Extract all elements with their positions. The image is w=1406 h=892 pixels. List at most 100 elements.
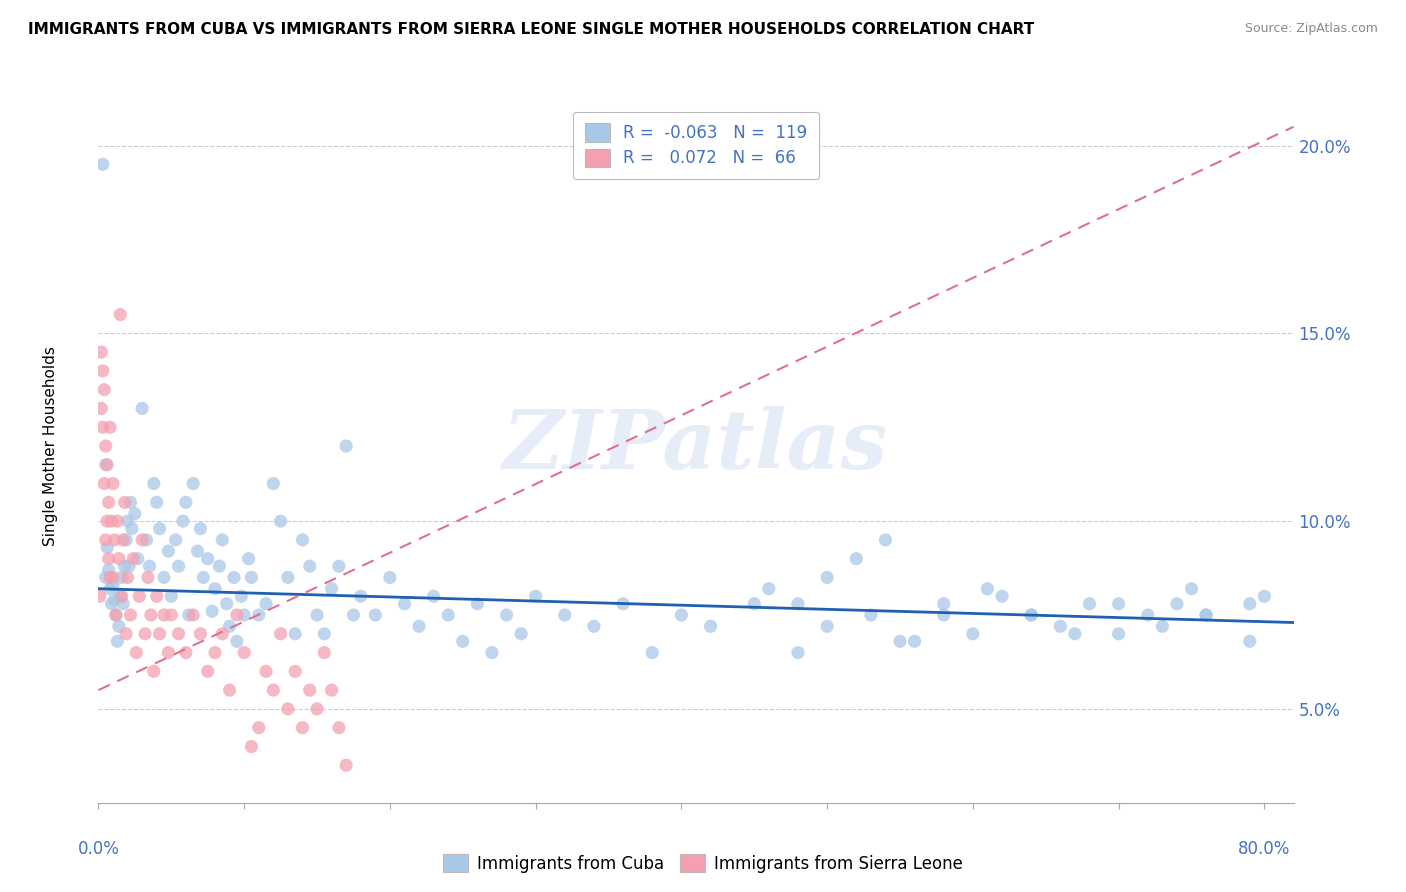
- Point: [94, 439, 117, 453]
- Point: [976, 582, 998, 596]
- Point: [284, 627, 307, 641]
- Point: [110, 589, 132, 603]
- Point: [254, 665, 277, 679]
- Point: [641, 646, 664, 660]
- Point: [103, 593, 125, 607]
- Point: [1253, 589, 1275, 603]
- Point: [101, 570, 124, 584]
- Point: [291, 533, 314, 547]
- Point: [204, 646, 226, 660]
- Point: [190, 522, 212, 536]
- Point: [136, 570, 159, 584]
- Point: [167, 627, 190, 641]
- Point: [321, 683, 343, 698]
- Point: [142, 665, 165, 679]
- Point: [117, 514, 139, 528]
- Point: [104, 607, 127, 622]
- Point: [1019, 607, 1042, 622]
- Point: [962, 627, 984, 641]
- Point: [671, 607, 693, 622]
- Point: [197, 665, 219, 679]
- Point: [328, 559, 350, 574]
- Point: [112, 597, 135, 611]
- Point: [524, 589, 547, 603]
- Point: [96, 541, 118, 555]
- Point: [135, 533, 157, 547]
- Point: [105, 514, 128, 528]
- Point: [181, 607, 204, 622]
- Text: 0.0%: 0.0%: [77, 840, 120, 858]
- Point: [437, 607, 460, 622]
- Point: [1166, 597, 1188, 611]
- Point: [115, 627, 138, 641]
- Point: [1136, 607, 1159, 622]
- Point: [101, 476, 124, 491]
- Point: [110, 308, 132, 322]
- Point: [364, 607, 387, 622]
- Point: [186, 544, 208, 558]
- Point: [481, 646, 503, 660]
- Point: [889, 634, 911, 648]
- Point: [97, 495, 120, 509]
- Point: [1108, 597, 1130, 611]
- Point: [845, 551, 868, 566]
- Point: [298, 559, 321, 574]
- Point: [394, 597, 416, 611]
- Point: [378, 570, 401, 584]
- Point: [153, 570, 176, 584]
- Point: [1180, 582, 1202, 596]
- Point: [96, 458, 118, 472]
- Point: [215, 597, 238, 611]
- Point: [101, 578, 124, 592]
- Point: [96, 514, 118, 528]
- Point: [222, 570, 245, 584]
- Point: [233, 646, 256, 660]
- Point: [262, 683, 284, 698]
- Point: [93, 383, 115, 397]
- Point: [98, 570, 121, 584]
- Point: [699, 619, 721, 633]
- Point: [124, 507, 146, 521]
- Point: [91, 157, 114, 171]
- Point: [138, 559, 160, 574]
- Point: [201, 604, 224, 618]
- Point: [451, 634, 474, 648]
- Point: [1108, 627, 1130, 641]
- Point: [859, 607, 882, 622]
- Point: [89, 589, 111, 603]
- Point: [90, 345, 112, 359]
- Point: [742, 597, 765, 611]
- Point: [94, 458, 117, 472]
- Point: [145, 495, 167, 509]
- Point: [149, 522, 172, 536]
- Point: [932, 597, 955, 611]
- Point: [91, 420, 114, 434]
- Point: [787, 646, 810, 660]
- Point: [104, 607, 127, 622]
- Point: [111, 570, 134, 584]
- Legend: R =  -0.063   N =  119, R =   0.072   N =  66: R = -0.063 N = 119, R = 0.072 N = 66: [574, 112, 818, 179]
- Point: [111, 589, 134, 603]
- Point: [815, 619, 838, 633]
- Point: [108, 619, 131, 633]
- Point: [208, 559, 231, 574]
- Point: [120, 495, 142, 509]
- Point: [122, 551, 145, 566]
- Point: [231, 589, 253, 603]
- Point: [1049, 619, 1071, 633]
- Point: [1239, 634, 1261, 648]
- Point: [270, 514, 292, 528]
- Point: [262, 476, 284, 491]
- Point: [291, 721, 314, 735]
- Point: [100, 514, 122, 528]
- Point: [582, 619, 605, 633]
- Point: [90, 401, 112, 416]
- Point: [328, 721, 350, 735]
- Point: [94, 570, 117, 584]
- Point: [93, 476, 115, 491]
- Point: [932, 607, 955, 622]
- Point: [157, 544, 180, 558]
- Point: [335, 758, 357, 772]
- Text: 80.0%: 80.0%: [1239, 840, 1291, 858]
- Point: [554, 607, 576, 622]
